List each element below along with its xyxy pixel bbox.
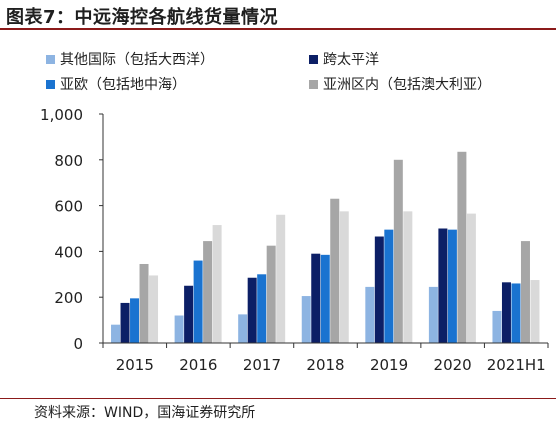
bar xyxy=(457,151,467,343)
x-tick-label: 2018 xyxy=(306,356,344,374)
legend-swatch xyxy=(309,55,318,64)
bar xyxy=(374,236,384,343)
legend-label: 亚洲区内（包括澳大利亚） xyxy=(323,77,491,93)
bar xyxy=(184,285,194,343)
bar xyxy=(428,286,438,343)
bar xyxy=(212,225,222,343)
source-note: 资料来源：WIND，国海证券研究所 xyxy=(34,405,256,421)
x-tick-label: 2016 xyxy=(179,356,217,374)
title-divider xyxy=(0,28,556,30)
legend-swatch xyxy=(309,80,318,89)
x-tick-label: 2015 xyxy=(116,356,154,374)
bar xyxy=(130,298,140,343)
bar xyxy=(174,315,184,343)
x-tick-label: 2019 xyxy=(370,356,408,374)
legend-label: 亚欧（包括地中海） xyxy=(60,77,186,93)
bar xyxy=(266,245,276,343)
y-tick-label: 800 xyxy=(54,152,83,170)
bar xyxy=(466,213,476,343)
bar xyxy=(330,198,340,343)
bar-series xyxy=(111,151,540,343)
y-tick-label: 0 xyxy=(73,335,83,353)
bar xyxy=(257,274,267,343)
bar xyxy=(511,283,521,343)
x-tick-label: 2017 xyxy=(243,356,281,374)
y-tick-label: 1,000 xyxy=(40,106,83,124)
bar xyxy=(447,229,457,343)
bar xyxy=(339,211,349,343)
y-tick-label: 400 xyxy=(54,243,83,261)
x-tick-label: 2020 xyxy=(434,356,472,374)
y-tick-label: 200 xyxy=(54,289,83,307)
bar xyxy=(365,286,375,343)
bar xyxy=(238,314,248,343)
bar xyxy=(384,229,394,343)
bar xyxy=(320,254,330,343)
legend-label: 其他国际（包括大西洋） xyxy=(60,52,214,68)
bar xyxy=(193,260,203,343)
y-tick-label: 600 xyxy=(54,198,83,216)
legend-swatch xyxy=(46,80,55,89)
x-axis: 2015 2016 2017 2018 2019 2020 2021H1 xyxy=(102,342,549,374)
bar xyxy=(247,277,257,343)
bar xyxy=(311,253,321,343)
bar xyxy=(501,282,511,343)
bar xyxy=(438,228,448,343)
bar xyxy=(120,302,130,343)
bar xyxy=(530,280,540,343)
bar xyxy=(520,241,530,343)
legend-label: 跨太平洋 xyxy=(323,52,379,68)
legend-swatch xyxy=(46,55,55,64)
figure-title: 图表7：中远海控各航线货量情况 xyxy=(6,7,279,28)
y-axis: 0 200 400 600 800 1,000 xyxy=(40,106,104,353)
bar xyxy=(492,310,502,343)
x-tick-label: 2021H1 xyxy=(487,356,546,374)
bar xyxy=(301,296,311,343)
source-divider xyxy=(0,398,556,399)
bar xyxy=(149,275,159,343)
bar xyxy=(393,159,403,343)
bar xyxy=(111,324,121,343)
bar xyxy=(203,241,213,343)
bar xyxy=(139,263,149,343)
bar xyxy=(276,214,286,343)
bar xyxy=(403,211,413,343)
